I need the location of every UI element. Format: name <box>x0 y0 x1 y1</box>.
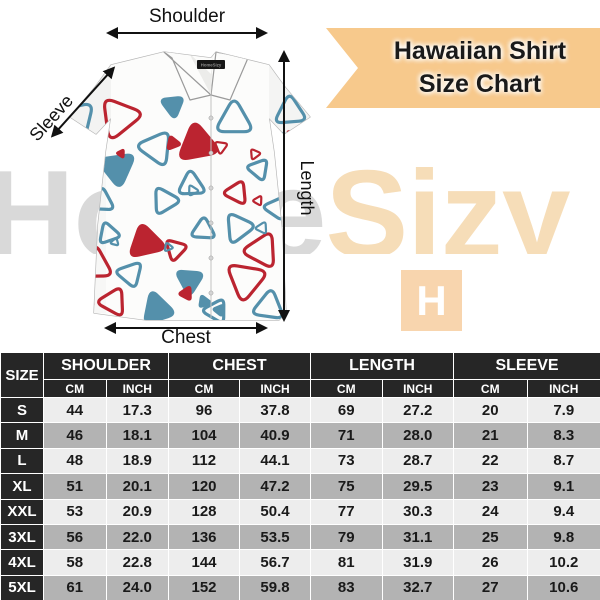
svg-text:HomeSizy: HomeSizy <box>201 62 222 67</box>
